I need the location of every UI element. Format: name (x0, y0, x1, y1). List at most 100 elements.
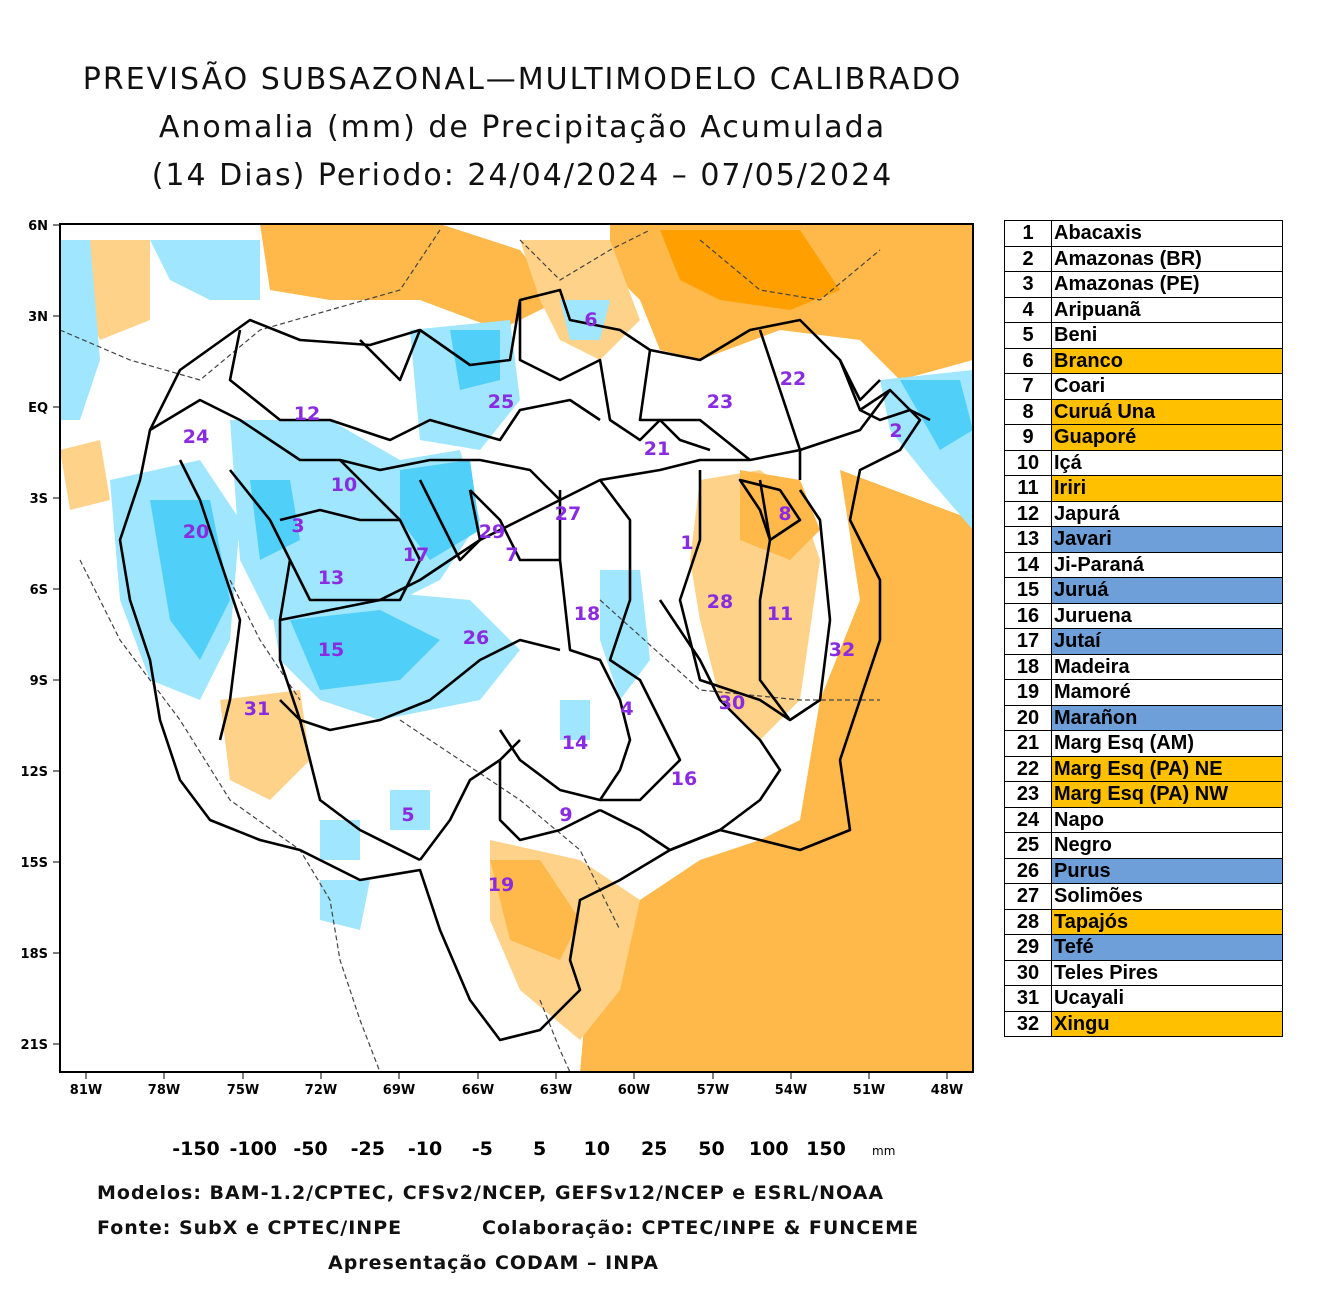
lon-label: 75W (227, 1083, 259, 1098)
legend-row: 19 Mamoré (1004, 679, 1283, 706)
lat-label: 3S (30, 492, 48, 507)
legend-basin-name: Curuá Una (1051, 398, 1283, 425)
legend-basin-name: Mamoré (1051, 679, 1283, 706)
legend-basin-name: Marg Esq (PA) NE (1051, 755, 1283, 782)
basin-label: 31 (244, 698, 270, 720)
basin-label: 21 (644, 438, 670, 460)
colorbar-unit: mm (872, 1144, 896, 1158)
legend-number: 18 (1004, 653, 1052, 680)
basin-label: 16 (671, 768, 697, 790)
basin-label: 28 (707, 591, 733, 613)
legend-number: 26 (1004, 857, 1052, 884)
legend-basin-name: Guaporé (1051, 424, 1283, 451)
legend-row: 21 Marg Esq (AM) (1004, 730, 1283, 757)
legend-row: 10 Içá (1004, 449, 1283, 476)
legend-number: 1 (1004, 220, 1052, 247)
legend-number: 32 (1004, 1010, 1052, 1037)
legend-basin-name: Ji-Paraná (1051, 551, 1283, 578)
basin-label: 29 (479, 521, 505, 543)
legend-basin-name: Coari (1051, 373, 1283, 400)
basin-label: 1 (680, 532, 693, 554)
basin-label: 23 (707, 391, 733, 413)
basin-label: 17 (403, 544, 429, 566)
basin-label: 25 (488, 391, 514, 413)
legend-row: 27 Solimões (1004, 883, 1283, 910)
title-line-3: (14 Dias) Periodo: 24/04/2024 – 07/05/20… (151, 158, 894, 193)
legend-row: 31 Ucayali (1004, 985, 1283, 1012)
legend-row: 26 Purus (1004, 857, 1283, 884)
colorbar-tick-label: -25 (350, 1138, 385, 1160)
legend-number: 27 (1004, 883, 1052, 910)
colorbar-tick-label: -150 (172, 1138, 220, 1160)
legend-basin-name: Ucayali (1051, 985, 1283, 1012)
wet-anomaly-areas (60, 240, 973, 930)
basin-boundaries (118, 288, 931, 1042)
lon-label: 66W (462, 1083, 494, 1098)
basin-label: 15 (318, 639, 344, 661)
legend-basin-name: Marañon (1051, 704, 1283, 731)
colorbar-tick-label: -10 (407, 1138, 443, 1160)
legend-number: 23 (1004, 781, 1052, 808)
legend-number: 24 (1004, 806, 1052, 833)
basin-label: 30 (719, 692, 745, 714)
legend-number: 13 (1004, 526, 1052, 553)
legend-basin-name: Marg Esq (AM) (1051, 730, 1283, 757)
legend-number: 16 (1004, 602, 1052, 629)
legend-row: 3 Amazonas (PE) (1004, 271, 1283, 298)
legend-row: 13 Javari (1004, 526, 1283, 553)
legend-row: 1 Abacaxis (1004, 220, 1283, 247)
legend-number: 9 (1004, 424, 1052, 451)
basin-label: 27 (555, 503, 581, 525)
legend-number: 15 (1004, 577, 1052, 604)
legend-row: 30 Teles Pires (1004, 959, 1283, 986)
legend-basin-name: Teles Pires (1051, 959, 1283, 986)
legend-number: 11 (1004, 475, 1052, 502)
legend-number: 28 (1004, 908, 1052, 935)
legend-row: 12 Japurá (1004, 500, 1283, 527)
legend-row: 7 Coari (1004, 373, 1283, 400)
basin-label: 13 (318, 567, 344, 589)
basin-label: 5 (401, 804, 414, 826)
legend-number: 2 (1004, 245, 1052, 272)
lat-label: 6S (30, 583, 48, 598)
legend-basin-name: Negro (1051, 832, 1283, 859)
basin-label: 8 (778, 503, 791, 525)
legend-basin-name: Solimões (1051, 883, 1283, 910)
anomaly-map: 6N 3N EQ 3S 6S 9S 12S 15S 18S 21S 81W 78… (21, 219, 974, 1139)
basin-label: 2 (889, 420, 902, 442)
lon-label: 63W (540, 1083, 572, 1098)
basin-legend-table: 1 Abacaxis 2 Amazonas (BR) 3 Amazonas (PE) 4 Ar… (1004, 220, 1283, 1037)
legend-number: 7 (1004, 373, 1052, 400)
lon-label: 78W (148, 1083, 180, 1098)
legend-row: 28 Tapajós (1004, 908, 1283, 935)
colorbar-tick-label: 25 (640, 1138, 668, 1160)
legend-basin-name: Iriri (1051, 475, 1283, 502)
map-panel: 6N 3N EQ 3S 6S 9S 12S 15S 18S 21S 81W 78… (0, 200, 1000, 1139)
legend-basin-name: Tapajós (1051, 908, 1283, 935)
lat-label: EQ (28, 401, 48, 416)
basin-label: 24 (183, 426, 209, 448)
colorbar-tick-label: -100 (229, 1138, 278, 1160)
legend-number: 30 (1004, 959, 1052, 986)
lat-label: 21S (21, 1038, 48, 1053)
legend-number: 8 (1004, 398, 1052, 425)
title-line-1: PREVISÃO SUBSAZONAL—MULTIMODELO CALIBRAD… (82, 62, 963, 97)
basin-label: 32 (829, 639, 855, 661)
basin-label: 11 (767, 603, 793, 625)
map-frame (59, 223, 974, 1073)
legend-row: 4 Aripuanã (1004, 296, 1283, 323)
colorbar-tick-label: 5 (533, 1138, 547, 1160)
legend-row: 8 Curuá Una (1004, 398, 1283, 425)
legend-number: 29 (1004, 934, 1052, 961)
legend-basin-name: Japurá (1051, 500, 1283, 527)
legend-number: 5 (1004, 322, 1052, 349)
basin-label: 12 (294, 403, 320, 425)
lat-label: 18S (21, 947, 48, 962)
basin-label: 20 (183, 521, 209, 543)
legend-number: 31 (1004, 985, 1052, 1012)
basin-label: 19 (488, 874, 514, 896)
lon-label: 57W (697, 1083, 729, 1098)
legend-number: 4 (1004, 296, 1052, 323)
lon-label: 60W (618, 1083, 650, 1098)
lat-label: 15S (21, 856, 48, 871)
